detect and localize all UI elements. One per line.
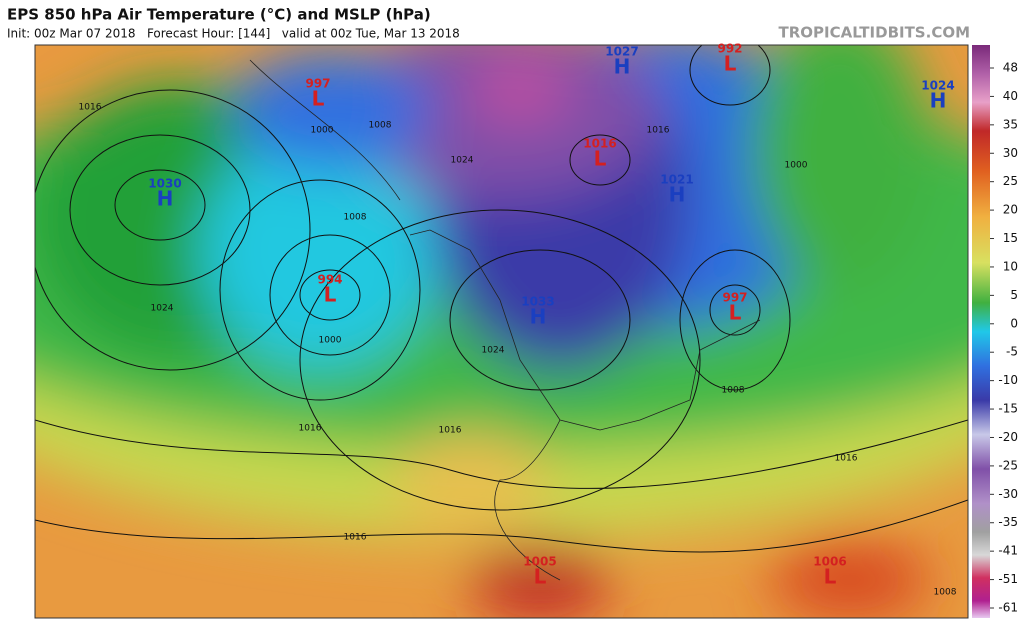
pressure-value: 1027 (605, 45, 638, 59)
isobar-label: 1016 (835, 454, 858, 464)
map-field (35, 45, 968, 618)
colorbar-label: 30 (1003, 146, 1018, 160)
colorbar-label: 35 (1003, 117, 1018, 131)
pressure-value: 1016 (583, 137, 616, 151)
site-name: TROPICALTIDBITS.COM (779, 24, 971, 42)
pressure-symbol: L (724, 52, 737, 76)
colorbar-label: 0 (1010, 316, 1018, 330)
colorbar-label: 5 (1010, 288, 1018, 302)
pressure-value: 994 (317, 273, 342, 287)
isobar-label: 1024 (151, 304, 174, 314)
colorbar-label: 48 (1003, 61, 1018, 75)
isobar-label: 1016 (439, 426, 462, 436)
pressure-value: 1005 (523, 555, 556, 569)
colorbar (972, 45, 990, 618)
pressure-symbol: L (534, 565, 547, 589)
colorbar-label: 40 (1003, 89, 1018, 103)
pressure-symbol: H (614, 55, 631, 79)
colorbar-label: 20 (1003, 203, 1018, 217)
colorbar-label: -41 (998, 544, 1018, 558)
map-frame (34, 44, 969, 619)
isobar-label: 1016 (299, 424, 322, 434)
coastlines (249, 59, 761, 581)
isobar-label: 1008 (722, 386, 745, 396)
pressure-value: 1033 (521, 295, 554, 309)
pressure-value: 1021 (660, 173, 693, 187)
pressure-symbol: L (824, 565, 837, 589)
pressure-symbol: H (530, 305, 547, 329)
isobar-label: 1008 (344, 213, 367, 223)
colorbar-label: 10 (1003, 259, 1018, 273)
isobar-label: 1008 (369, 121, 392, 131)
colorbar-label: -25 (998, 458, 1018, 472)
isobar-label: 1016 (79, 103, 102, 113)
colorbar-label: -5 (1006, 345, 1018, 359)
isobar-label: 1000 (785, 161, 808, 171)
pressure-symbol: L (324, 283, 337, 307)
isobar-label: 1024 (482, 346, 505, 356)
pressure-value: 1024 (921, 79, 954, 93)
isobar-label: 1008 (934, 588, 957, 598)
isobar-label: 1016 (344, 533, 367, 543)
title: EPS 850 hPa Air Temperature (°C) and MSL… (7, 6, 431, 24)
colorbar-label: -35 (998, 515, 1018, 529)
colorbar-label: -10 (998, 373, 1018, 387)
pressure-symbol: L (312, 87, 325, 111)
colorbar-label: -30 (998, 487, 1018, 501)
colorbar-label: -20 (998, 430, 1018, 444)
colorbar-label: 25 (1003, 174, 1018, 188)
pressure-value: 997 (722, 291, 747, 305)
pressure-value: 1030 (148, 177, 181, 191)
pressure-value: 1006 (813, 555, 846, 569)
colorbar-label: 15 (1003, 231, 1018, 245)
pressure-symbol: H (157, 187, 174, 211)
colorbar-label: -51 (998, 572, 1018, 586)
colorbar-label: -15 (998, 402, 1018, 416)
isobar-label: 1024 (451, 156, 474, 166)
isobar-label: 1000 (311, 126, 334, 136)
isobar-label: 1016 (647, 126, 670, 136)
pressure-value: 997 (305, 77, 330, 91)
pressure-symbol: L (729, 301, 742, 325)
isobar-label: 1000 (319, 336, 342, 346)
colorbar-label: -61 (998, 601, 1018, 615)
pressure-symbol: L (594, 147, 607, 171)
subtitle: Init: 00z Mar 07 2018 Forecast Hour: [14… (7, 27, 460, 41)
pressure-value: 992 (717, 42, 742, 56)
pressure-symbol: H (669, 183, 686, 207)
pressure-symbol: H (930, 89, 947, 113)
